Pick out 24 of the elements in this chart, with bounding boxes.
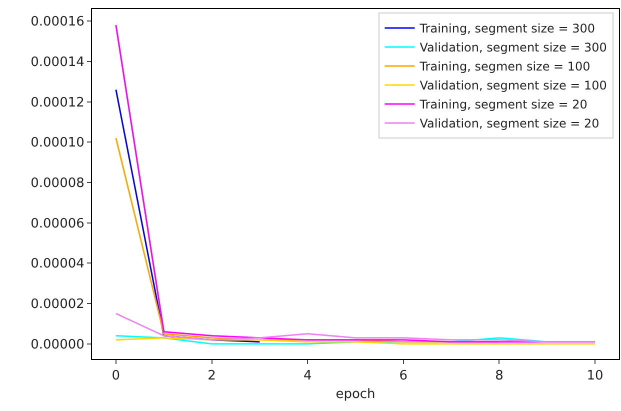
legend-label: Validation, segment size = 20 [420, 116, 600, 131]
legend-label: Training, segment size = 20 [418, 98, 588, 112]
y-tick-label: 0.00014 [30, 55, 84, 70]
legend-label: Training, segmen size = 100 [418, 60, 590, 74]
legend-label: Training, segment size = 300 [418, 22, 596, 36]
x-axis-title: epoch [336, 387, 376, 402]
y-tick-label: 0.00000 [30, 337, 84, 352]
x-tick-label: 6 [399, 368, 408, 384]
legend-label: Validation, segment size = 100 [420, 78, 607, 93]
y-tick-label: 0.00006 [30, 216, 84, 232]
y-tick-label: 0.00002 [30, 297, 84, 312]
line-series [115, 337, 596, 345]
x-tick-label: 2 [208, 368, 216, 384]
line-series [115, 312, 596, 343]
x-tick-label: 8 [495, 368, 504, 384]
legend-label: Validation, segment size = 300 [420, 40, 607, 55]
y-tick-label: 0.00004 [30, 256, 84, 272]
y-tick-label: 0.00012 [30, 95, 84, 110]
x-tick-label: 10 [586, 368, 604, 384]
y-tick-label: 0.00008 [30, 176, 84, 192]
x-tick-label: 0 [112, 368, 120, 384]
x-tick-label: 4 [303, 368, 312, 384]
y-tick-label: 0.00016 [30, 14, 84, 30]
y-tick-label: 0.00010 [30, 136, 84, 151]
